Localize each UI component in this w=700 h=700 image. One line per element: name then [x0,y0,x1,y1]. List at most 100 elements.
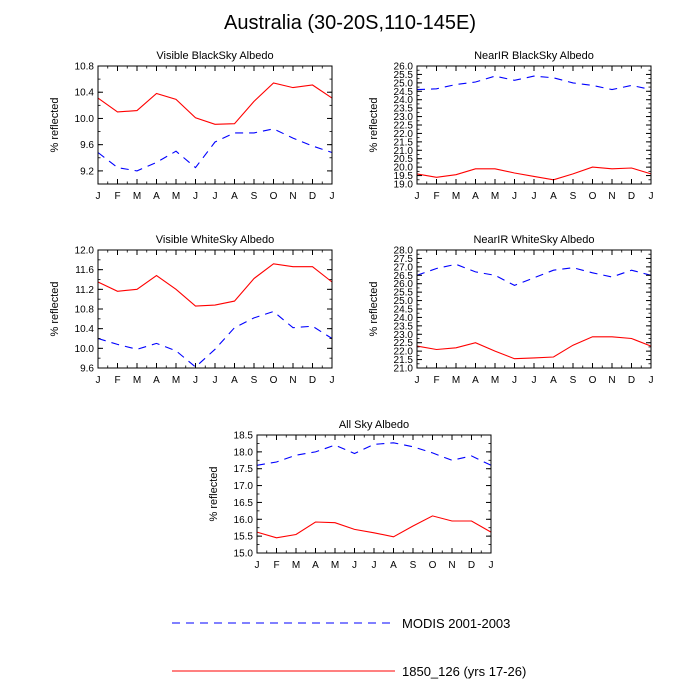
x-tick-label: J [352,560,357,571]
x-tick-label: J [330,191,335,202]
x-tick-label: D [468,560,475,571]
x-tick-label: M [452,191,460,202]
series-line-modis [416,263,652,287]
series-line-modis [256,442,492,466]
x-tick-label: J [415,191,420,202]
x-tick-label: D [309,375,316,386]
x-tick-label: S [570,375,577,386]
x-tick-label: J [255,560,260,571]
x-tick-label: S [570,191,577,202]
y-tick-label: 21.0 [394,146,414,157]
y-tick-label: 20.0 [394,163,414,174]
series-line-model [416,336,652,360]
x-tick-label: J [489,560,494,571]
chart-title: NearIR BlackSky Albedo [474,50,594,62]
series-line-modis [97,310,333,368]
x-tick-label: F [273,560,279,571]
x-tick-label: M [172,375,180,386]
y-tick-label: 27.5 [394,254,414,265]
x-tick-label: A [231,375,238,386]
y-tick-label: 21.5 [394,137,414,148]
x-tick-label: O [270,375,278,386]
x-tick-label: J [415,375,420,386]
y-tick-label: 18.0 [234,447,254,458]
plot-frame [416,249,652,369]
y-tick-label: 22.5 [394,338,414,349]
x-tick-label: N [608,191,615,202]
x-tick-label: M [491,191,499,202]
x-tick-label: J [213,191,218,202]
x-tick-label: S [251,375,258,386]
y-axis-label: % reflected [368,97,380,152]
y-tick-label: 25.5 [394,70,414,81]
x-tick-label: M [452,375,460,386]
series-line-model [416,166,652,181]
y-tick-label: 27.0 [394,262,414,273]
x-tick-label: S [410,560,417,571]
x-tick-label: J [193,191,198,202]
plot-frame [416,65,652,185]
y-tick-label: 10.8 [75,305,95,316]
x-tick-label: F [114,191,120,202]
y-tick-label: 18.5 [234,431,254,442]
x-tick-label: A [153,191,160,202]
legend-label: MODIS 2001-2003 [402,616,510,631]
x-tick-label: J [96,375,101,386]
x-tick-label: O [270,191,278,202]
y-tick-label: 20.5 [394,154,414,165]
y-tick-label: 19.5 [394,171,414,182]
y-tick-label: 10.4 [75,324,95,335]
x-tick-label: J [649,191,654,202]
plot-frame [97,249,333,369]
x-tick-label: A [550,375,557,386]
y-tick-label: 25.0 [394,78,414,89]
legend-label: 1850_126 (yrs 17-26) [402,664,526,679]
chart-title: NearIR WhiteSky Albedo [473,234,594,246]
y-tick-label: 11.6 [75,265,94,276]
x-tick-label: A [472,375,479,386]
x-tick-label: N [289,375,296,386]
x-tick-label: N [289,191,296,202]
y-tick-label: 23.0 [394,330,414,341]
y-tick-label: 9.6 [80,140,94,151]
x-tick-label: D [628,191,635,202]
y-tick-label: 15.0 [234,549,254,560]
x-tick-label: F [433,191,439,202]
y-tick-label: 22.0 [394,347,414,358]
y-tick-label: 16.0 [234,515,254,526]
y-tick-label: 23.5 [394,321,414,332]
y-tick-label: 17.5 [234,464,254,475]
x-tick-label: J [512,191,517,202]
x-tick-label: J [193,375,198,386]
y-tick-label: 10.0 [75,344,95,355]
x-tick-label: J [649,375,654,386]
y-tick-label: 22.5 [394,121,414,132]
y-tick-label: 11.2 [75,285,94,296]
x-tick-label: J [532,375,537,386]
legend-item-model: 1850_126 (yrs 17-26) [172,664,526,679]
x-tick-label: A [153,375,160,386]
y-tick-label: 12.0 [75,246,95,257]
y-tick-label: 23.5 [394,104,414,115]
page-title: Australia (30-20S,110-145E) [224,12,476,34]
y-tick-label: 10.8 [75,62,95,73]
y-tick-label: 9.6 [80,364,94,375]
y-tick-label: 24.0 [394,313,414,324]
x-tick-label: S [251,191,258,202]
x-tick-label: M [133,191,141,202]
chart-panel-1: Visible BlackSky Albedo J F M A M J J A S O N D J 9.2 9… [49,50,335,202]
y-axis-label: % reflected [49,97,61,152]
x-tick-label: O [589,375,597,386]
x-tick-label: M [331,560,339,571]
series-line-modis [416,75,652,91]
y-axis-label: % reflected [368,281,380,336]
x-tick-label: M [133,375,141,386]
y-tick-label: 28.0 [394,246,414,257]
plot-frame [97,65,333,185]
x-tick-label: J [372,560,377,571]
x-tick-label: O [429,560,437,571]
x-tick-label: A [550,191,557,202]
